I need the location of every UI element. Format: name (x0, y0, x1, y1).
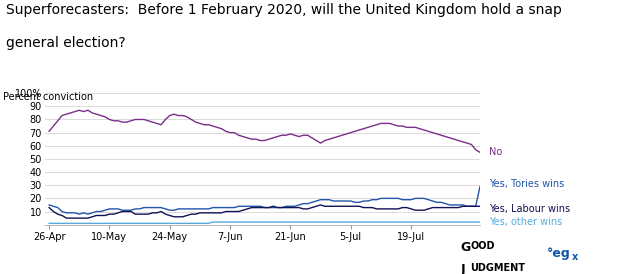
Text: J: J (461, 263, 465, 274)
Text: general election?: general election? (6, 36, 126, 50)
Text: G: G (461, 241, 471, 254)
Text: °eg: °eg (547, 247, 571, 259)
Text: UDGMENT: UDGMENT (470, 263, 525, 273)
Text: Percent conviction: Percent conviction (3, 92, 93, 102)
Text: Yes, Tories wins: Yes, Tories wins (488, 179, 564, 189)
Text: Superforecasters:  Before 1 February 2020, will the United Kingdom hold a snap: Superforecasters: Before 1 February 2020… (6, 3, 563, 17)
Text: Yes, other wins: Yes, other wins (488, 217, 562, 227)
Text: No: No (488, 147, 502, 157)
Text: x: x (572, 252, 578, 262)
Text: Yes, Labour wins: Yes, Labour wins (488, 204, 570, 214)
Text: OOD: OOD (470, 241, 495, 251)
